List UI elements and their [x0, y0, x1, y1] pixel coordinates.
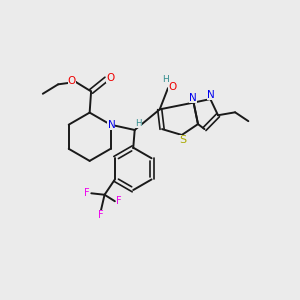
- Text: H: H: [136, 119, 142, 128]
- Text: O: O: [106, 73, 115, 83]
- Text: F: F: [116, 196, 122, 206]
- Text: H: H: [162, 75, 169, 84]
- Text: S: S: [179, 135, 186, 145]
- Text: F: F: [98, 210, 104, 220]
- Text: N: N: [108, 120, 115, 130]
- Text: N: N: [207, 90, 215, 100]
- Text: O: O: [68, 76, 76, 86]
- Text: O: O: [169, 82, 177, 92]
- Text: N: N: [189, 93, 196, 103]
- Text: F: F: [84, 188, 90, 198]
